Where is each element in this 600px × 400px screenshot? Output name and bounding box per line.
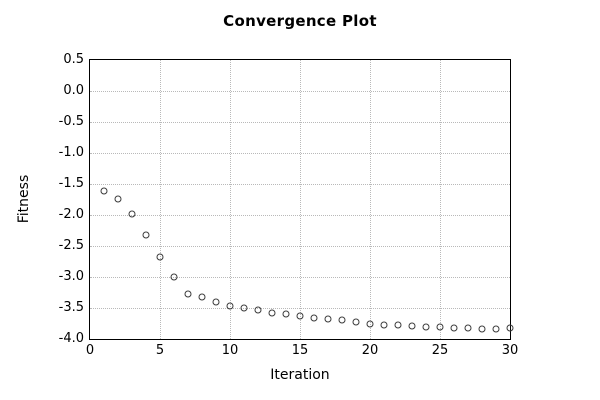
data-point — [506, 324, 514, 332]
y-tick-label: -1.0 — [58, 145, 84, 160]
data-point — [394, 321, 402, 329]
data-point — [478, 325, 486, 333]
x-gridline — [230, 60, 231, 339]
y-tick-label: -4.0 — [58, 331, 84, 346]
data-point — [380, 321, 388, 329]
data-point — [352, 318, 360, 326]
x-tick-label: 20 — [361, 343, 379, 358]
y-tick-label: 0.0 — [63, 83, 84, 98]
data-point — [212, 298, 220, 306]
y-tick-label: -1.5 — [58, 176, 84, 191]
data-point — [226, 302, 234, 310]
data-point — [184, 290, 192, 298]
y-tick-label: -2.0 — [58, 207, 84, 222]
data-point — [408, 322, 416, 330]
y-tick-label: -0.5 — [58, 114, 84, 129]
data-point — [436, 323, 444, 331]
y-tick-label: -3.0 — [58, 269, 84, 284]
y-tick-label: -2.5 — [58, 238, 84, 253]
data-point — [254, 306, 262, 314]
data-point — [170, 273, 178, 281]
data-point — [296, 312, 304, 320]
y-axis-label: Fitness — [16, 174, 32, 224]
data-point — [324, 315, 332, 323]
x-tick-label: 15 — [291, 343, 309, 358]
plot-area — [89, 59, 514, 340]
chart-title: Convergence Plot — [223, 12, 377, 30]
x-gridline — [160, 60, 161, 339]
data-point — [198, 293, 206, 301]
data-point — [240, 304, 248, 312]
data-point — [282, 310, 290, 318]
data-point — [100, 187, 108, 195]
data-point — [366, 320, 374, 327]
x-axis-label: Iteration — [270, 367, 330, 383]
x-tick-label: 25 — [431, 343, 449, 358]
x-tick-label: 5 — [155, 343, 165, 358]
data-point — [492, 325, 500, 333]
data-point — [310, 314, 318, 322]
data-point — [268, 309, 276, 317]
data-point — [128, 210, 136, 218]
data-point — [338, 316, 346, 324]
data-point — [450, 324, 458, 332]
data-point — [156, 253, 164, 261]
x-tick-label: 0 — [85, 343, 95, 358]
x-gridline — [300, 60, 301, 339]
x-tick-label: 10 — [221, 343, 239, 358]
y-tick-label: -3.5 — [58, 300, 84, 315]
data-point — [142, 231, 150, 239]
data-point — [422, 323, 430, 331]
data-point — [114, 195, 122, 203]
data-point — [464, 324, 472, 332]
x-gridline — [370, 60, 371, 339]
x-tick-label: 30 — [501, 343, 519, 358]
y-tick-label: 0.5 — [63, 52, 84, 67]
x-gridline — [440, 60, 441, 339]
